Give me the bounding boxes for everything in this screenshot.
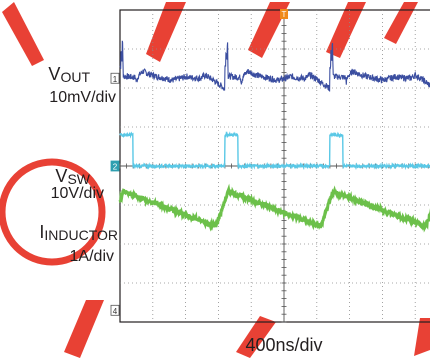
channel-marker-1-num: 1 [113, 75, 118, 84]
series-label-2-main: I [39, 222, 44, 242]
channel-marker-2 [110, 160, 120, 172]
trace-vout [119, 40, 430, 92]
trigger-marker-t: T [282, 10, 287, 19]
series-label-2-sub: INDUCTOR [44, 227, 118, 243]
series-label-1-sub: SW [67, 171, 90, 187]
traces [118, 40, 430, 233]
series-label-0-main: V [48, 64, 60, 84]
trace-vsw [119, 131, 430, 171]
trace-inductor [118, 183, 430, 233]
x-axis-label: 400ns/div [245, 335, 322, 355]
series-label-1-main: V [55, 166, 67, 186]
channel-marker-4 [110, 304, 120, 316]
svg-text:VSW: VSW [55, 166, 90, 187]
channel-marker-4-num: 4 [113, 307, 118, 316]
channel-marker-2-num: 2 [113, 163, 118, 172]
series-label-0-scale: 10mV/div [49, 89, 116, 106]
series-label-0: VOUT 10mV/div [48, 64, 116, 106]
svg-text:VOUT: VOUT [48, 64, 90, 85]
series-label-2: IINDUCTOR 1A/div [39, 222, 118, 265]
trigger-marker [280, 9, 288, 19]
channel-markers: 1 2 4 T [110, 9, 288, 316]
svg-text:IINDUCTOR: IINDUCTOR [39, 222, 118, 243]
series-label-1-scale: 10V/div [51, 185, 104, 202]
series-label-2-scale: 1A/div [70, 248, 114, 265]
series-label-1: VSW 10V/div [51, 166, 104, 202]
channel-marker-1 [110, 72, 120, 84]
series-label-0-sub: OUT [60, 69, 90, 85]
